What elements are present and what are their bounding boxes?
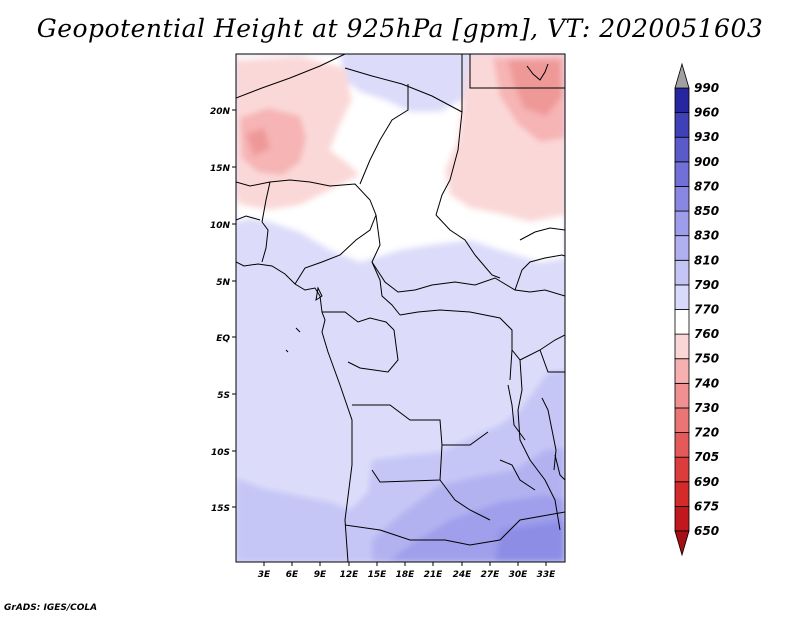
colorbar-label: 705 — [694, 450, 719, 464]
colorbar-swatch — [674, 358, 690, 384]
colorbar-swatch — [674, 481, 690, 507]
lon-label-27e: 27E — [481, 570, 501, 580]
colorbar-label: 730 — [694, 401, 719, 415]
lon-label-3e: 3E — [258, 570, 271, 580]
footer-credit: GrADS: IGES/COLA — [4, 603, 98, 613]
colorbar-swatch — [674, 87, 690, 114]
lat-label-5s: 5S — [217, 391, 230, 401]
lon-label-6e: 6E — [286, 570, 299, 580]
lon-label-15e: 15E — [368, 570, 388, 580]
colorbar-swatch — [674, 456, 690, 483]
colorbar-swatch — [674, 112, 690, 138]
lon-axis: 3E 6E 9E 12E 15E 18E 21E 24E 27E 30E 33E — [258, 562, 556, 580]
colorbar-label: 850 — [694, 204, 719, 218]
colorbar-label: 720 — [694, 426, 719, 440]
lon-label-18e: 18E — [396, 570, 416, 580]
lat-label-eq: EQ — [216, 334, 230, 344]
colorbar-label: 810 — [694, 253, 719, 267]
lat-label-15s: 15S — [211, 504, 230, 514]
colorbar-swatch — [674, 161, 690, 187]
colorbar-swatch — [674, 333, 690, 360]
lon-label-21e: 21E — [424, 570, 444, 580]
colorbar-swatch — [674, 382, 690, 409]
colorbar-label: 750 — [694, 352, 719, 366]
colorbar-swatch — [674, 210, 690, 237]
lon-label-33e: 33E — [537, 570, 557, 580]
lon-label-9e: 9E — [314, 570, 327, 580]
colorbar-swatch — [674, 407, 690, 433]
colorbar-swatch — [674, 284, 690, 310]
coastlines-borders — [236, 54, 565, 562]
colorbar-swatch — [674, 505, 690, 532]
colorbar: 650 675 690 705 720 730 740 750 760 770 790 810 830 8… — [674, 62, 719, 557]
map-frame — [235, 53, 566, 563]
lat-label-10n: 10N — [210, 221, 231, 231]
colorbar-swatch — [674, 309, 690, 335]
lon-label-24e: 24E — [453, 570, 473, 580]
colorbar-label: 960 — [694, 106, 719, 120]
colorbar-swatch — [674, 259, 690, 286]
lat-label-20n: 20N — [210, 107, 231, 117]
colorbar-label: 870 — [694, 179, 719, 193]
colorbar-label: 830 — [694, 229, 719, 243]
colorbar-label: 760 — [694, 327, 719, 341]
colorbar-label: 930 — [694, 130, 719, 144]
colorbar-label: 650 — [694, 524, 719, 538]
lat-label-5n: 5N — [216, 278, 230, 288]
colorbar-label: 990 — [694, 81, 719, 95]
colorbar-min-arrow — [674, 530, 690, 557]
colorbar-swatch — [674, 186, 690, 212]
lat-label-15n: 15N — [210, 164, 231, 174]
lon-label-12e: 12E — [340, 570, 360, 580]
colorbar-max-arrow — [674, 62, 690, 89]
lat-axis: 20N 15N 10N 5N EQ 5S 10S 15S — [210, 107, 236, 514]
height-field — [236, 54, 565, 562]
colorbar-label: 790 — [694, 278, 719, 292]
colorbar-label: 740 — [694, 376, 719, 390]
colorbar-label: 675 — [694, 499, 719, 513]
colorbar-swatch — [674, 432, 690, 458]
colorbar-swatch — [674, 136, 690, 163]
map-title: Geopotential Height at 925hPa [gpm], VT:… — [36, 14, 764, 43]
colorbar-label: 900 — [694, 155, 719, 169]
lat-label-10s: 10S — [211, 448, 230, 458]
lon-label-30e: 30E — [509, 570, 529, 580]
colorbar-swatch — [674, 235, 690, 261]
colorbar-label: 690 — [694, 475, 719, 489]
colorbar-label: 770 — [694, 303, 719, 317]
